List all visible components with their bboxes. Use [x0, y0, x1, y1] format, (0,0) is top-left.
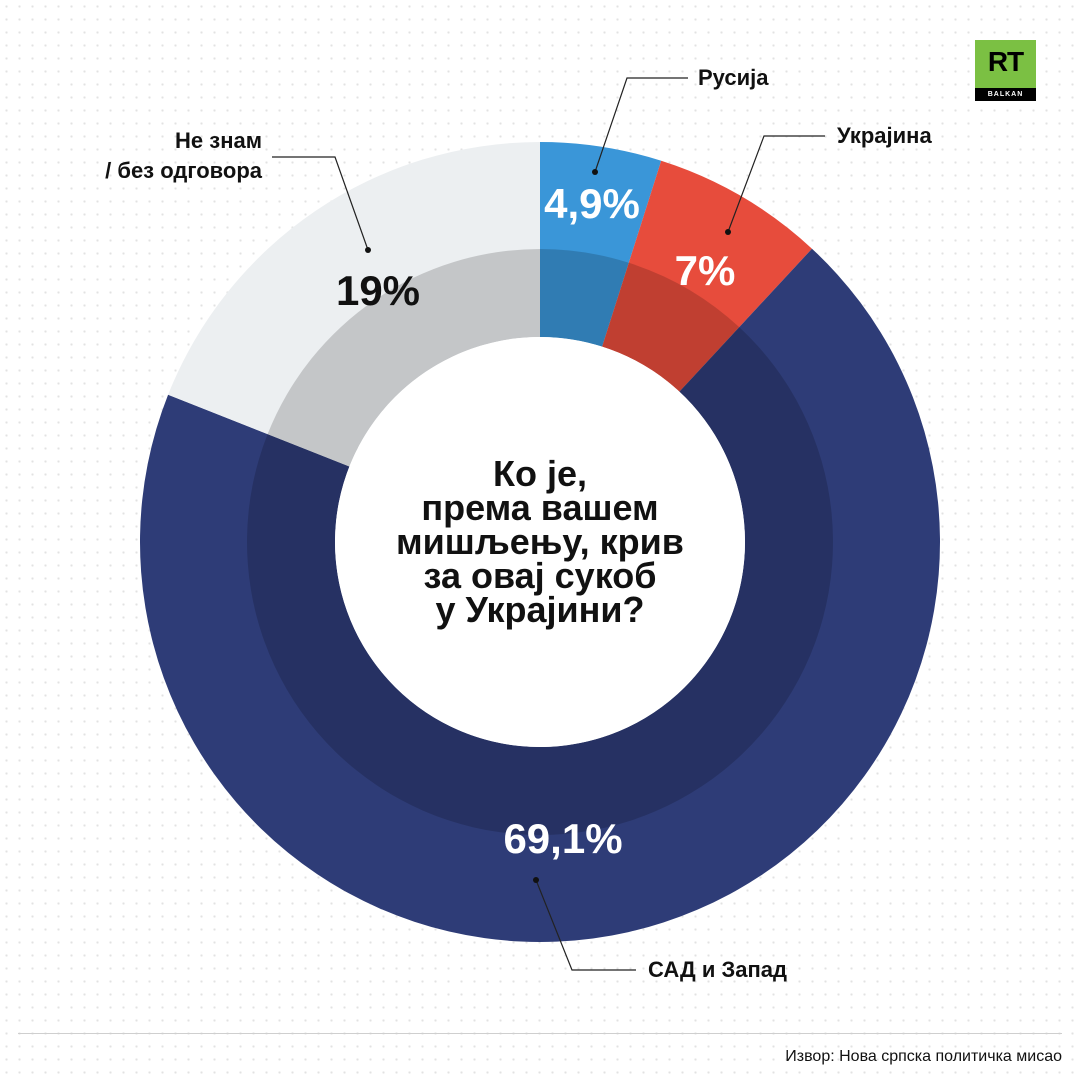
value-label-3: 19% — [336, 267, 420, 314]
leader-line-0 — [594, 77, 688, 173]
category-label-1: Украјина — [837, 123, 932, 148]
leader-line-2 — [535, 879, 636, 971]
inner-shade-ring — [247, 248, 833, 836]
value-labels: 4,9% 7% 69,1% 19% — [336, 180, 735, 862]
value-label-1: 7% — [675, 247, 736, 294]
category-label-0: Русија — [698, 65, 769, 90]
leader-dot-0 — [592, 169, 598, 175]
footer-divider — [18, 1033, 1062, 1034]
slice-shade-1 — [602, 262, 740, 392]
category-label-2: САД и Запад — [648, 957, 787, 982]
donut-hole — [335, 337, 745, 747]
category-labels: Русија Украјина САД и Запад Не знам / без од… — [105, 65, 932, 982]
slice-shade-0 — [540, 249, 629, 347]
value-label-2: 69,1% — [503, 815, 622, 862]
slice-0 — [540, 142, 662, 347]
logo-main-text: RT — [987, 46, 1024, 77]
logo-sub-bar: BALKAN — [975, 88, 1036, 101]
value-label-0: 4,9% — [544, 180, 640, 227]
slice-shade-3 — [267, 248, 540, 467]
leader-lines — [272, 77, 825, 971]
leader-line-3 — [272, 156, 369, 251]
slice-2 — [140, 248, 940, 942]
chart-question: Ко је, према вашем мишљењу, крив за овај су… — [396, 453, 684, 630]
source-note: Извор: Нова српска политичка мисао — [785, 1048, 1062, 1065]
leader-dot-2 — [533, 877, 539, 883]
leader-line-1 — [727, 135, 825, 233]
leader-dot-1 — [725, 229, 731, 235]
rt-balkan-logo: RT BALKAN — [975, 40, 1036, 101]
slice-1 — [602, 160, 812, 392]
slice-shade-2 — [247, 327, 833, 836]
category-label-3: Не знам / без одговора — [105, 128, 263, 183]
leader-dot-3 — [365, 247, 371, 253]
slice-3 — [168, 142, 540, 467]
logo-sub-text: BALKAN — [987, 91, 1024, 98]
slices-group — [140, 142, 940, 942]
